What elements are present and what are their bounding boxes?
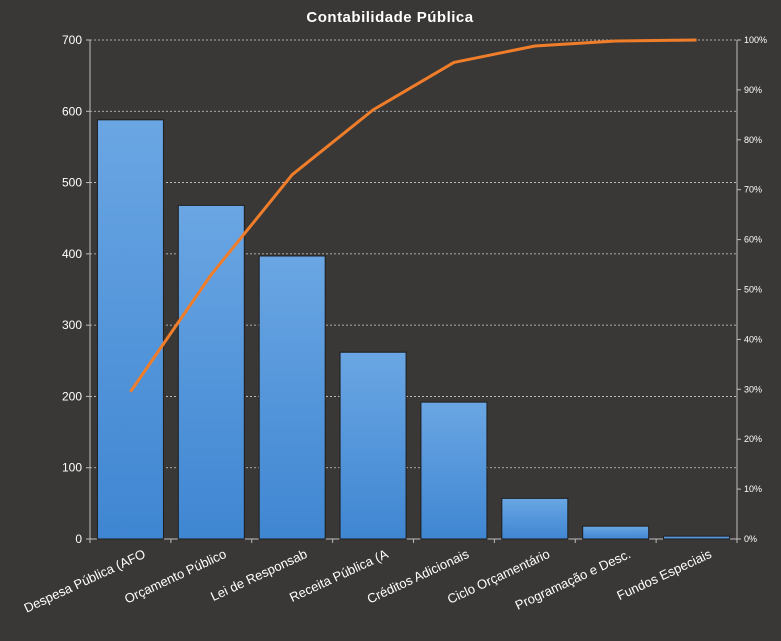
y-tick-label: 700 [62, 33, 82, 47]
bar-1 [96, 119, 164, 540]
bar-2 [177, 204, 245, 540]
y2-axis-ticks: 0% 10% 20% 30% 40% 50% 60% 70% 80% 90% 100% [744, 35, 767, 544]
y-tick-label: 500 [62, 176, 82, 190]
y2-tick-label: 70% [744, 185, 762, 195]
cumulative-line [129, 38, 697, 393]
bars [96, 119, 731, 540]
y2-tick-label: 10% [744, 484, 762, 494]
y2-tick-label: 100% [744, 35, 767, 45]
y-tick-label: 100 [62, 461, 82, 475]
bar-7 [582, 525, 650, 540]
cumulative-percent-line [129, 38, 697, 393]
chart-title: Contabilidade Pública [306, 9, 473, 26]
y-tick-label: 300 [62, 318, 82, 332]
bar-6 [501, 497, 569, 540]
y2-tick-label: 20% [744, 434, 762, 444]
y2-tick-label: 50% [744, 285, 762, 295]
y-axis-ticks: 0 100 200 300 400 500 600 700 [62, 33, 82, 546]
y-tick-label: 400 [62, 247, 82, 261]
bar-5 [420, 401, 488, 540]
y2-tick-label: 90% [744, 85, 762, 95]
bar-8 [663, 535, 731, 540]
y2-tick-label: 40% [744, 334, 762, 344]
y2-tick-label: 0% [744, 534, 757, 544]
y2-tick-label: 60% [744, 235, 762, 245]
bar-4 [339, 351, 407, 540]
y2-tick-label: 30% [744, 384, 762, 394]
bar-3 [258, 255, 326, 540]
y-tick-label: 0 [75, 532, 82, 546]
y-tick-label: 600 [62, 104, 82, 118]
y2-tick-label: 80% [744, 135, 762, 145]
y-tick-label: 200 [62, 389, 82, 403]
